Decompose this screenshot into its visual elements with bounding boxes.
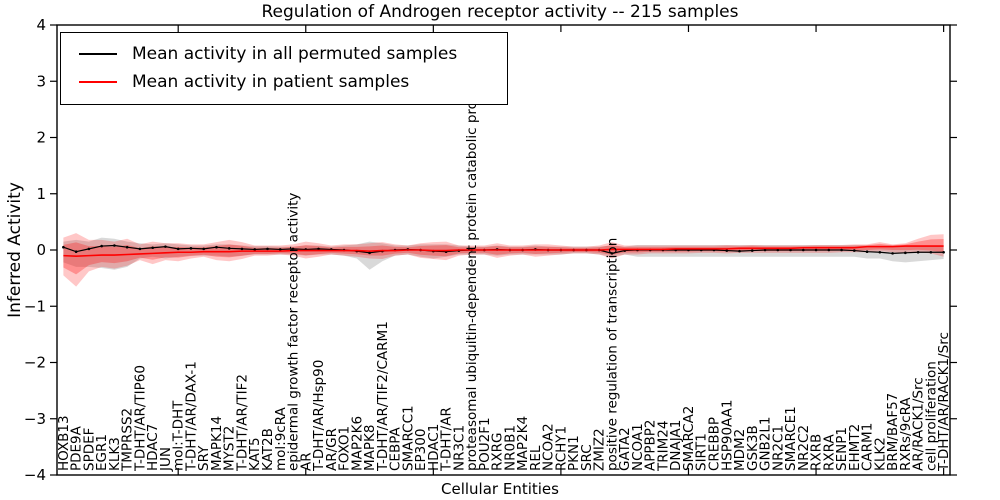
category-label: NR2C1	[770, 425, 786, 471]
category-label: TRIM24	[655, 421, 671, 472]
category-label: KAT5	[247, 437, 263, 471]
confidence-bands	[63, 233, 944, 287]
legend-item-permuted: Mean activity in all permuted samples	[79, 40, 507, 68]
category-label: HSP90AA1	[719, 400, 735, 471]
category-label: SMARCC1	[400, 405, 416, 471]
category-label: positive regulation of transcription	[604, 238, 620, 471]
category-label: MAP2K4	[515, 416, 531, 471]
category-label: EGR1	[94, 434, 110, 471]
category-label: NR2C2	[796, 425, 812, 471]
category-label: PKN1	[566, 435, 582, 471]
category-label: PDE9A	[69, 425, 85, 471]
category-label: EHMT2	[847, 424, 863, 471]
category-label: DNAJA1	[668, 420, 684, 471]
y-tick-label: 2	[36, 129, 46, 147]
category-label: cell proliferation	[923, 361, 939, 471]
category-label: AR/GR	[324, 428, 340, 471]
category-label: KLK2	[872, 437, 888, 471]
category-label: REL	[528, 445, 544, 471]
category-label: CEBPA	[388, 427, 404, 471]
category-label: BRM/BAF57	[885, 393, 901, 471]
category-label: MAPK14	[209, 416, 225, 471]
category-label: proteasomal ubiquitin-dependent protein …	[464, 101, 480, 471]
legend-label-patient: Mean activity in patient samples	[132, 72, 410, 92]
category-label: SIRT1	[694, 433, 710, 471]
legend-line-red-icon	[79, 81, 117, 83]
category-label: mol:T-DHT	[171, 400, 187, 471]
category-label: AR/RACK1/Src	[911, 377, 927, 471]
y-tick-label: 0	[36, 241, 46, 259]
category-label: T-DHT/AR	[439, 407, 455, 472]
category-label: T-DHT/AR/TIF2/CARM1	[375, 321, 391, 472]
category-label: GNB2L1	[758, 416, 774, 471]
category-label: T-DHT/AR/DAX-1	[183, 361, 199, 472]
category-label: MYST2	[222, 426, 238, 471]
category-label: POU2F1	[477, 417, 493, 471]
category-label: KLK3	[107, 437, 123, 471]
category-label: SPDEF	[81, 428, 97, 471]
x-axis-ticks	[177, 25, 945, 475]
category-label: SMARCE1	[783, 406, 799, 471]
patient-mean-line	[63, 245, 944, 257]
category-label: AR	[298, 452, 314, 471]
x-axis-label: Cellular Entities	[441, 480, 559, 498]
category-label: T-DHT/AR/RACK1/Src	[936, 332, 952, 472]
chart-title: Regulation of Androgen receptor activity…	[261, 2, 739, 22]
y-tick-label: 3	[36, 72, 46, 90]
y-axis-label: Inferred Activity	[5, 182, 25, 318]
category-label: HDAC1	[426, 424, 442, 471]
legend-label-permuted: Mean activity in all permuted samples	[132, 44, 458, 64]
category-label: EP300	[413, 429, 429, 471]
category-label: T-DHT/AR/Hsp90	[311, 360, 327, 472]
y-tick-label: −3	[24, 410, 46, 428]
category-label: GATA2	[617, 427, 633, 471]
legend-item-patient: Mean activity in patient samples	[79, 68, 507, 96]
category-label: RXRB	[809, 434, 825, 471]
category-label: mol:9cRA	[273, 406, 289, 471]
legend-line-black-icon	[79, 53, 117, 55]
category-label: SMARCA2	[681, 406, 697, 471]
legend: Mean activity in all permuted samples Me…	[60, 32, 508, 105]
category-labels: HOXB13PDE9ASPDEFEGR1KLK3TMPRSS2T-DHT/AR/…	[56, 101, 952, 472]
category-label: T-DHT/AR/TIP60	[132, 365, 148, 472]
category-label: SENP1	[834, 427, 850, 471]
y-axis-ticks: −4 −3 −2 −1 0 1 2 3 4	[24, 16, 957, 484]
y-tick-label: −2	[24, 354, 46, 372]
category-label: MAP2K6	[349, 416, 365, 471]
category-label: SRC	[579, 444, 595, 471]
category-label: GSK3B	[745, 425, 761, 471]
category-label: CREBBP	[706, 417, 722, 471]
category-label: SRY	[196, 445, 212, 471]
category-label: RXRG	[490, 433, 506, 471]
category-label: CARM1	[860, 423, 876, 471]
category-label: epidermal growth factor receptor activit…	[286, 193, 302, 471]
y-tick-label: −4	[24, 466, 46, 484]
category-label: NR0B1	[502, 425, 518, 471]
y-tick-label: 4	[36, 16, 46, 34]
category-label: RXRs/9cRA	[898, 397, 914, 471]
category-label: JUN	[158, 447, 174, 472]
category-label: HDAC7	[145, 424, 161, 471]
y-tick-label: −1	[24, 297, 46, 315]
category-label: TMPRSS2	[120, 408, 136, 472]
category-label: MAPK8	[362, 425, 378, 471]
category-label: T-DHT/AR/TIF2	[234, 374, 250, 472]
category-label: KAT2B	[260, 428, 276, 471]
category-label: HOXB13	[56, 415, 72, 471]
category-label: MDM2	[732, 429, 748, 471]
category-label: APPBP2	[643, 419, 659, 471]
y-tick-label: 1	[36, 185, 46, 203]
category-label: RXRA	[821, 434, 837, 471]
category-label: ZMIZ2	[592, 428, 608, 471]
category-label: NCOA2	[541, 423, 557, 471]
category-label: RCHY1	[553, 426, 569, 471]
category-label: NCOA1	[630, 423, 646, 471]
category-label: NR3C1	[451, 425, 467, 471]
category-label: FOXO1	[337, 426, 353, 471]
